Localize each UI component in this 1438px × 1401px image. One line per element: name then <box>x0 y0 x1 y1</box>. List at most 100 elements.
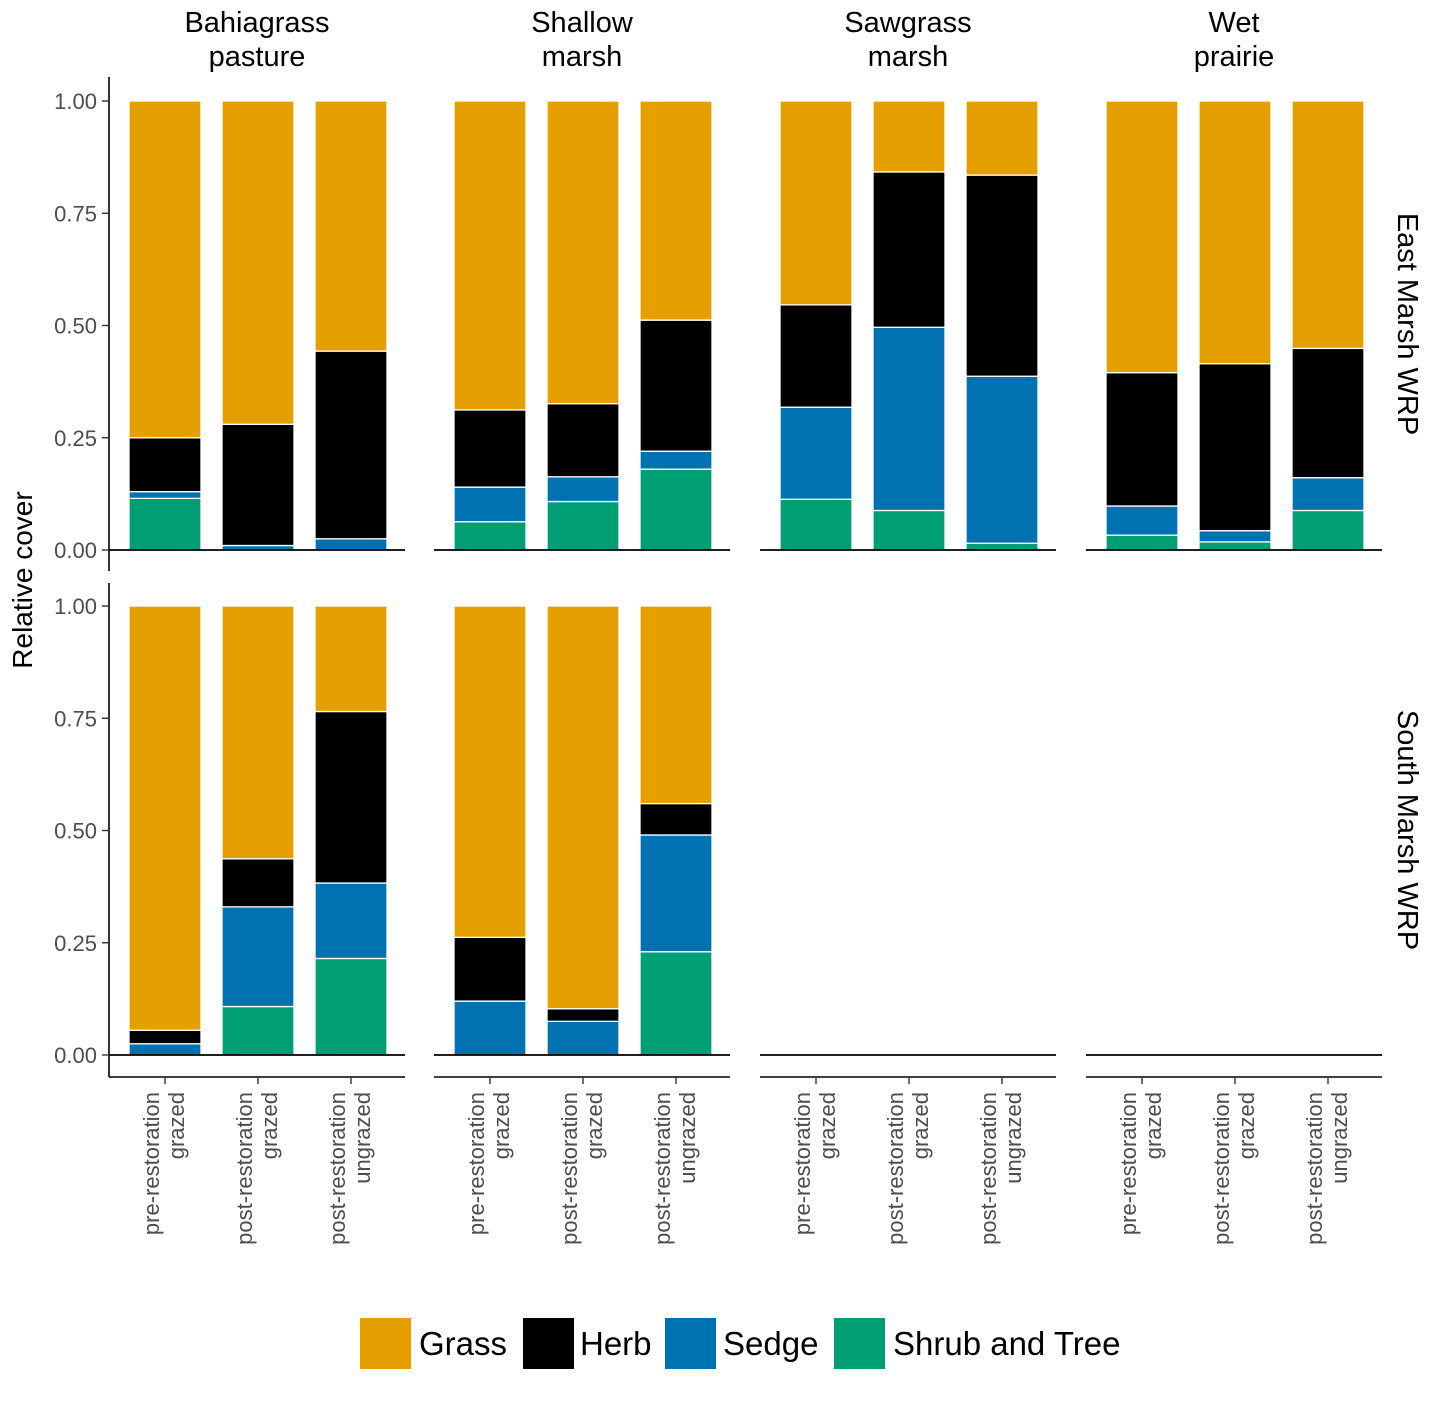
x-tick-label: grazed <box>815 1092 840 1159</box>
bar-segment <box>965 542 1039 551</box>
bar-segment <box>872 326 946 512</box>
x-tick-label: post-restoration <box>976 1092 1001 1245</box>
x-tick-label: pre-restoration <box>139 1092 164 1235</box>
bar-segment <box>1291 100 1365 350</box>
y-tick-label: 0.00 <box>54 1043 97 1068</box>
x-tick-label: pre-restoration <box>464 1092 489 1235</box>
bar-segment <box>453 1000 527 1056</box>
x-tick-label: post-restoration <box>883 1092 908 1245</box>
bar-segment <box>779 498 853 551</box>
bar-segment <box>1291 477 1365 512</box>
bar-segment <box>314 957 388 1056</box>
bar-segment <box>546 100 620 405</box>
x-tick-label: ungrazed <box>675 1092 700 1184</box>
column-strip-label: prairie <box>1194 41 1275 73</box>
bar-segment <box>221 605 295 860</box>
bar-segment <box>221 906 295 1008</box>
y-tick-label: 0.75 <box>54 706 97 731</box>
bar-segment <box>546 1020 620 1056</box>
bar-segment <box>221 100 295 425</box>
bar-segment <box>546 500 620 551</box>
column-strip-label: Wet <box>1208 7 1259 39</box>
bar-segment <box>639 450 713 470</box>
bar-segment <box>128 100 202 439</box>
y-tick-label: 0.50 <box>54 819 97 844</box>
y-tick-label: 1.00 <box>54 89 97 114</box>
x-tick-label: post-restoration <box>232 1092 257 1245</box>
bar-segment <box>639 802 713 836</box>
bar-segment <box>314 882 388 960</box>
column-strip-label: marsh <box>868 41 949 73</box>
x-tick-label: grazed <box>257 1092 282 1159</box>
y-tick-label: 0.75 <box>54 201 97 226</box>
x-tick-label: post-restoration <box>650 1092 675 1245</box>
bar-segment <box>1105 534 1179 551</box>
bar-segment <box>546 1008 620 1022</box>
bar-segment <box>779 304 853 408</box>
bar-segment <box>453 100 527 411</box>
x-tick-label: post-restoration <box>1302 1092 1327 1245</box>
bar-segment <box>1198 100 1272 365</box>
legend-label: Shrub and Tree <box>893 1325 1121 1362</box>
bar-segment <box>1105 505 1179 536</box>
bar-segment <box>1198 363 1272 532</box>
bar-segment <box>965 100 1039 176</box>
y-tick-label: 1.00 <box>54 594 97 619</box>
y-tick-label: 0.25 <box>54 931 97 956</box>
bar-segment <box>965 375 1039 544</box>
bar-segment <box>546 476 620 503</box>
legend-swatch <box>360 1318 411 1369</box>
bar-segment <box>221 1005 295 1056</box>
legend-label: Grass <box>419 1325 507 1362</box>
x-tick-label: grazed <box>1141 1092 1166 1159</box>
bar-segment <box>872 100 946 173</box>
column-strip-label: Shallow <box>531 7 634 39</box>
bar-segment <box>872 171 946 328</box>
bar-segment <box>128 437 202 493</box>
x-tick-label: grazed <box>582 1092 607 1159</box>
y-tick-label: 0.25 <box>54 426 97 451</box>
x-tick-label: grazed <box>489 1092 514 1159</box>
bar-segment <box>314 605 388 713</box>
bar-segment <box>639 468 713 551</box>
x-tick-label: ungrazed <box>1327 1092 1352 1184</box>
bar-segment <box>546 605 620 1010</box>
bar-segment <box>1105 100 1179 374</box>
bar-segment <box>1291 509 1365 551</box>
bar-segment <box>453 936 527 1002</box>
bar-segment <box>1198 530 1272 543</box>
bar-segment <box>1291 347 1365 479</box>
bar-segment <box>779 406 853 500</box>
x-tick-label: post-restoration <box>325 1092 350 1245</box>
bar-segment <box>1198 541 1272 551</box>
bar-segment <box>639 100 713 321</box>
bar-segment <box>965 174 1039 377</box>
x-tick-label: post-restoration <box>1209 1092 1234 1245</box>
bar-segment <box>639 834 713 953</box>
bar-segment <box>314 100 388 352</box>
bar-segment <box>128 605 202 1031</box>
column-strip-label: pasture <box>209 41 306 73</box>
bar-segment <box>128 1043 202 1056</box>
x-tick-label: pre-restoration <box>790 1092 815 1235</box>
x-tick-label: grazed <box>164 1092 189 1159</box>
column-strip-label: Sawgrass <box>844 7 971 39</box>
bar-segment <box>639 319 713 452</box>
bar-segment <box>314 710 388 884</box>
y-tick-label: 0.50 <box>54 314 97 339</box>
x-tick-label: ungrazed <box>1001 1092 1026 1184</box>
bar-segment <box>872 509 946 551</box>
row-strip-label: East Marsh WRP <box>1391 213 1423 435</box>
x-tick-label: ungrazed <box>350 1092 375 1184</box>
row-strip-label: South Marsh WRP <box>1391 710 1423 950</box>
legend-swatch <box>834 1318 885 1369</box>
y-tick-label: 0.00 <box>54 538 97 563</box>
bar-segment <box>128 1029 202 1045</box>
legend-label: Herb <box>580 1325 652 1362</box>
x-tick-label: post-restoration <box>557 1092 582 1245</box>
bar-segment <box>1105 371 1179 507</box>
bar-segment <box>639 605 713 805</box>
bar-segment <box>639 951 713 1056</box>
bar-segment <box>779 100 853 306</box>
